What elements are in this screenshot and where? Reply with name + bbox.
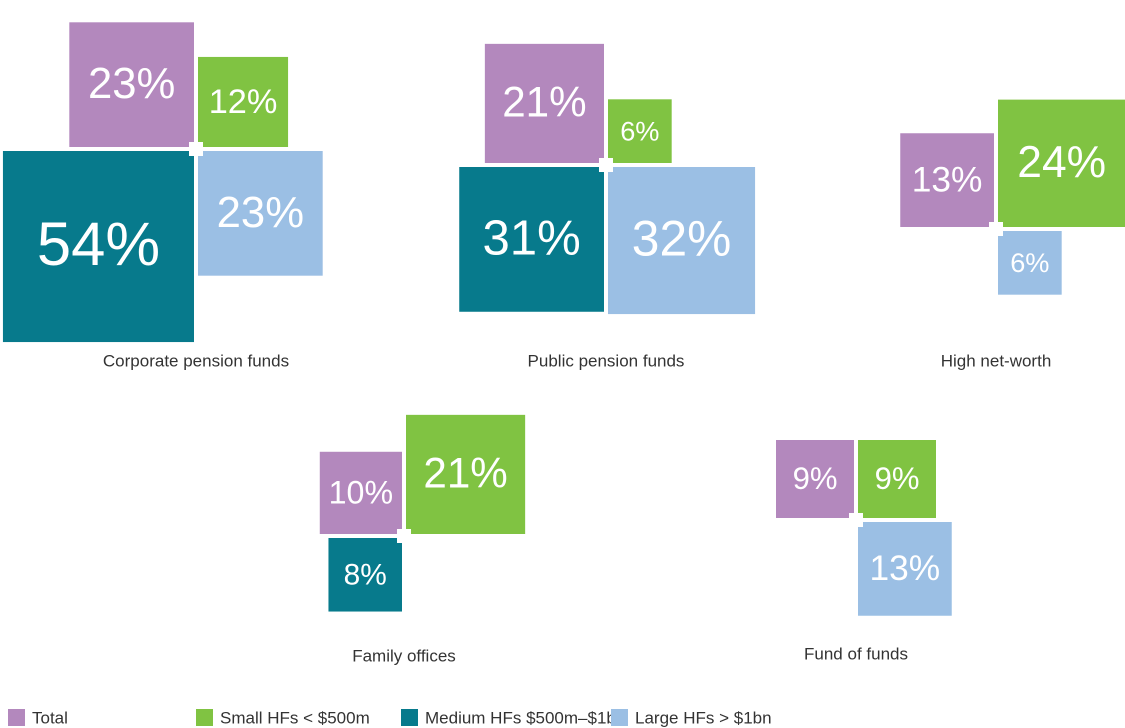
category-label: High net-worth: [941, 351, 1052, 370]
square: [858, 440, 936, 518]
value-label: 6%: [1010, 247, 1049, 278]
square: [319, 451, 402, 534]
center-marker: [397, 529, 411, 543]
square: [776, 440, 854, 518]
square: [198, 151, 323, 276]
legend-swatch: [196, 709, 213, 726]
square: [900, 133, 994, 227]
legend-label: Total: [32, 708, 68, 727]
legend-label: Medium HFs $500m–$1bn: [425, 708, 625, 727]
legend-swatch: [401, 709, 418, 726]
value-label: 10%: [329, 474, 393, 510]
value-label: 23%: [88, 59, 175, 108]
value-label: 21%: [502, 79, 586, 126]
category-label: Fund of funds: [804, 644, 908, 663]
center-marker: [599, 158, 613, 172]
value-label: 21%: [423, 450, 507, 497]
center-marker: [989, 222, 1003, 236]
value-label: 32%: [632, 211, 731, 267]
square: [998, 231, 1062, 295]
square: [459, 167, 604, 312]
value-label: 31%: [483, 211, 581, 265]
center-marker: [189, 142, 203, 156]
legend-label: Small HFs < $500m: [220, 708, 370, 727]
category-label: Family offices: [352, 646, 456, 665]
square: [198, 56, 289, 147]
value-label: 12%: [209, 83, 278, 121]
square: [858, 522, 952, 616]
legend-swatch: [8, 709, 25, 726]
value-label: 13%: [870, 549, 941, 588]
square: [69, 22, 194, 147]
square: [328, 538, 402, 612]
square: [998, 99, 1125, 227]
square: [2, 151, 194, 343]
value-label: 8%: [344, 559, 387, 592]
value-label: 13%: [912, 160, 983, 199]
square: [608, 167, 756, 315]
square: [608, 99, 672, 163]
category-label: Corporate pension funds: [103, 351, 289, 370]
value-label: 9%: [793, 461, 838, 496]
category-label: Public pension funds: [528, 351, 685, 370]
value-label: 54%: [37, 210, 160, 279]
value-label: 6%: [620, 115, 659, 146]
legend-label: Large HFs > $1bn: [635, 708, 772, 727]
value-label: 9%: [875, 461, 920, 496]
square: [406, 414, 526, 534]
center-marker: [849, 513, 863, 527]
value-label: 23%: [217, 188, 304, 237]
square: [484, 43, 604, 164]
legend-swatch: [611, 709, 628, 726]
value-label: 24%: [1017, 138, 1106, 187]
